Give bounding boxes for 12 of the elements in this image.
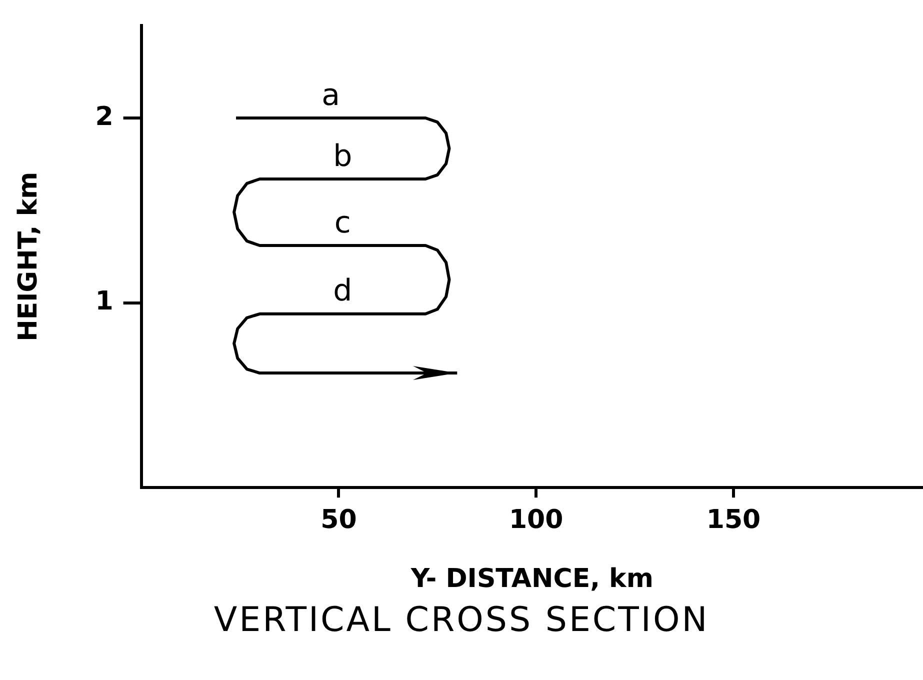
x-axis-title: Y- DISTANCE, km <box>410 564 654 594</box>
x-tick-label: 150 <box>706 504 761 535</box>
y-tick-label: 1 <box>95 286 114 317</box>
text: VERTICAL CROSS SECTION <box>212 600 710 640</box>
x-tick-label: 100 <box>508 504 564 535</box>
annotation: c <box>334 205 351 240</box>
annotation: b <box>333 138 352 174</box>
x-tick-label: 50 <box>320 504 357 535</box>
y-axis-title: HEIGHT, km <box>13 172 44 342</box>
y-tick-label: 2 <box>95 102 114 132</box>
annotation: a <box>322 78 340 113</box>
annotation: d <box>333 274 352 309</box>
